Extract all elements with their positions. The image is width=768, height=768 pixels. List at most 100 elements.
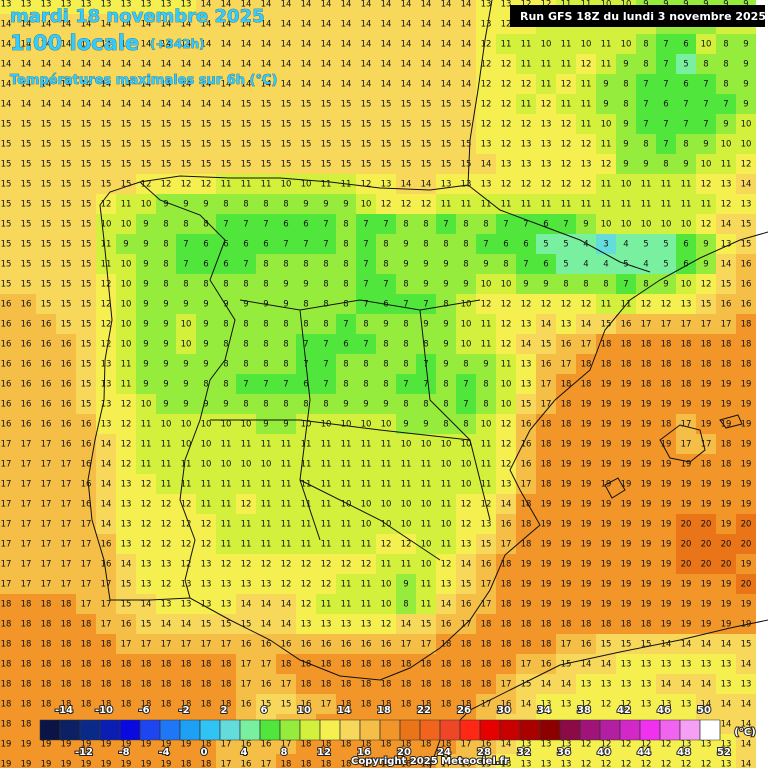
cell-value: 19 [521,600,532,610]
cell-value: 12 [541,300,552,310]
cell-value: 19 [601,520,612,530]
colorbar-label: 12 [317,747,331,758]
cell-value: 16 [261,740,272,750]
cell-value: 18 [701,360,712,370]
grid-cell [696,54,716,74]
cell-value: 16 [481,560,492,570]
cell-value: 11 [141,420,152,430]
grid-cell [196,134,216,154]
cell-value: 10 [501,280,512,290]
grid-cell [576,54,596,74]
cell-value: 19 [641,540,652,550]
cell-value: 11 [281,460,292,470]
grid-cell [276,194,296,214]
cell-value: 11 [501,200,512,210]
grid-cell [716,114,736,134]
time: 1:00 locale [10,31,139,55]
cell-value: 18 [21,720,32,730]
cell-value: 14 [61,60,72,70]
cell-value: 16 [381,640,392,650]
cell-value: 7 [283,240,288,250]
cell-value: 8 [443,420,448,430]
grid-cell [396,114,416,134]
cell-value: 8 [223,200,228,210]
cell-value: 10 [321,420,332,430]
cell-value: 8 [343,280,348,290]
colorbar-label: 26 [457,705,471,716]
cell-value: 19 [101,740,112,750]
cell-value: 12 [141,480,152,490]
cell-value: 11 [601,60,612,70]
cell-value: 7 [323,360,328,370]
grid-cell [536,194,556,214]
cell-value: 6 [663,100,668,110]
cell-value: 13 [521,760,532,768]
cell-value: 15 [461,580,472,590]
grid-cell [176,274,196,294]
cell-value: 14 [101,100,112,110]
cell-value: 19 [681,580,692,590]
cell-value: 10 [281,180,292,190]
cell-value: 10 [441,460,452,470]
cell-value: 8 [683,140,688,150]
cell-value: 14 [701,680,712,690]
cell-value: 11 [201,480,212,490]
cell-value: 13 [101,380,112,390]
cell-value: 7 [223,220,228,230]
cell-value: 12 [241,560,252,570]
grid-cell [196,0,216,14]
cell-value: 10 [121,340,132,350]
cell-value: 9 [583,220,588,230]
cell-value: 15 [221,140,232,150]
cell-value: 15 [441,120,452,130]
grid-cell [596,214,616,234]
grid-cell [316,214,336,234]
cell-value: 14 [721,720,732,730]
cell-value: 15 [141,120,152,130]
cell-value: 11 [301,520,312,530]
cell-value: 14 [181,60,192,70]
cell-value: 15 [521,400,532,410]
cell-value: 19 [681,480,692,490]
cell-value: 10 [221,420,232,430]
grid-cell [96,234,116,254]
cell-value: 12 [161,580,172,590]
grid-cell [256,254,276,274]
grid-cell [236,0,256,14]
cell-value: 11 [221,180,232,190]
cell-value: 9 [703,240,708,250]
cell-value: 14 [681,680,692,690]
cell-value: 14 [501,500,512,510]
cell-value: 11 [481,340,492,350]
grid-cell [576,34,596,54]
cell-value: 17 [21,540,32,550]
cell-value: 12 [561,180,572,190]
grid-cell [376,74,396,94]
cell-value: 8 [343,360,348,370]
grid-cell [596,274,616,294]
cell-value: 8 [443,380,448,390]
colorbar-swatch [219,719,241,741]
colorbar-swatch [279,719,301,741]
cell-value: 15 [121,580,132,590]
cell-value: 17 [81,560,92,570]
cell-value: 12 [441,560,452,570]
colorbar-label: -10 [95,705,113,716]
cell-value: 15 [81,240,92,250]
cell-value: 19 [641,480,652,490]
grid-cell [236,174,256,194]
grid-cell [516,54,536,74]
cell-value: 16 [61,360,72,370]
cell-value: 18 [21,680,32,690]
cell-value: 14 [1,60,12,70]
colorbar-label: 50 [697,705,711,716]
grid-cell [196,34,216,54]
cell-value: 17 [41,460,52,470]
cell-value: 14 [701,640,712,650]
grid-cell [636,94,656,114]
cell-value: 17 [61,560,72,570]
cell-value: 13 [141,580,152,590]
cell-value: 11 [581,120,592,130]
grid-cell [136,174,156,194]
cell-value: 14 [581,320,592,330]
